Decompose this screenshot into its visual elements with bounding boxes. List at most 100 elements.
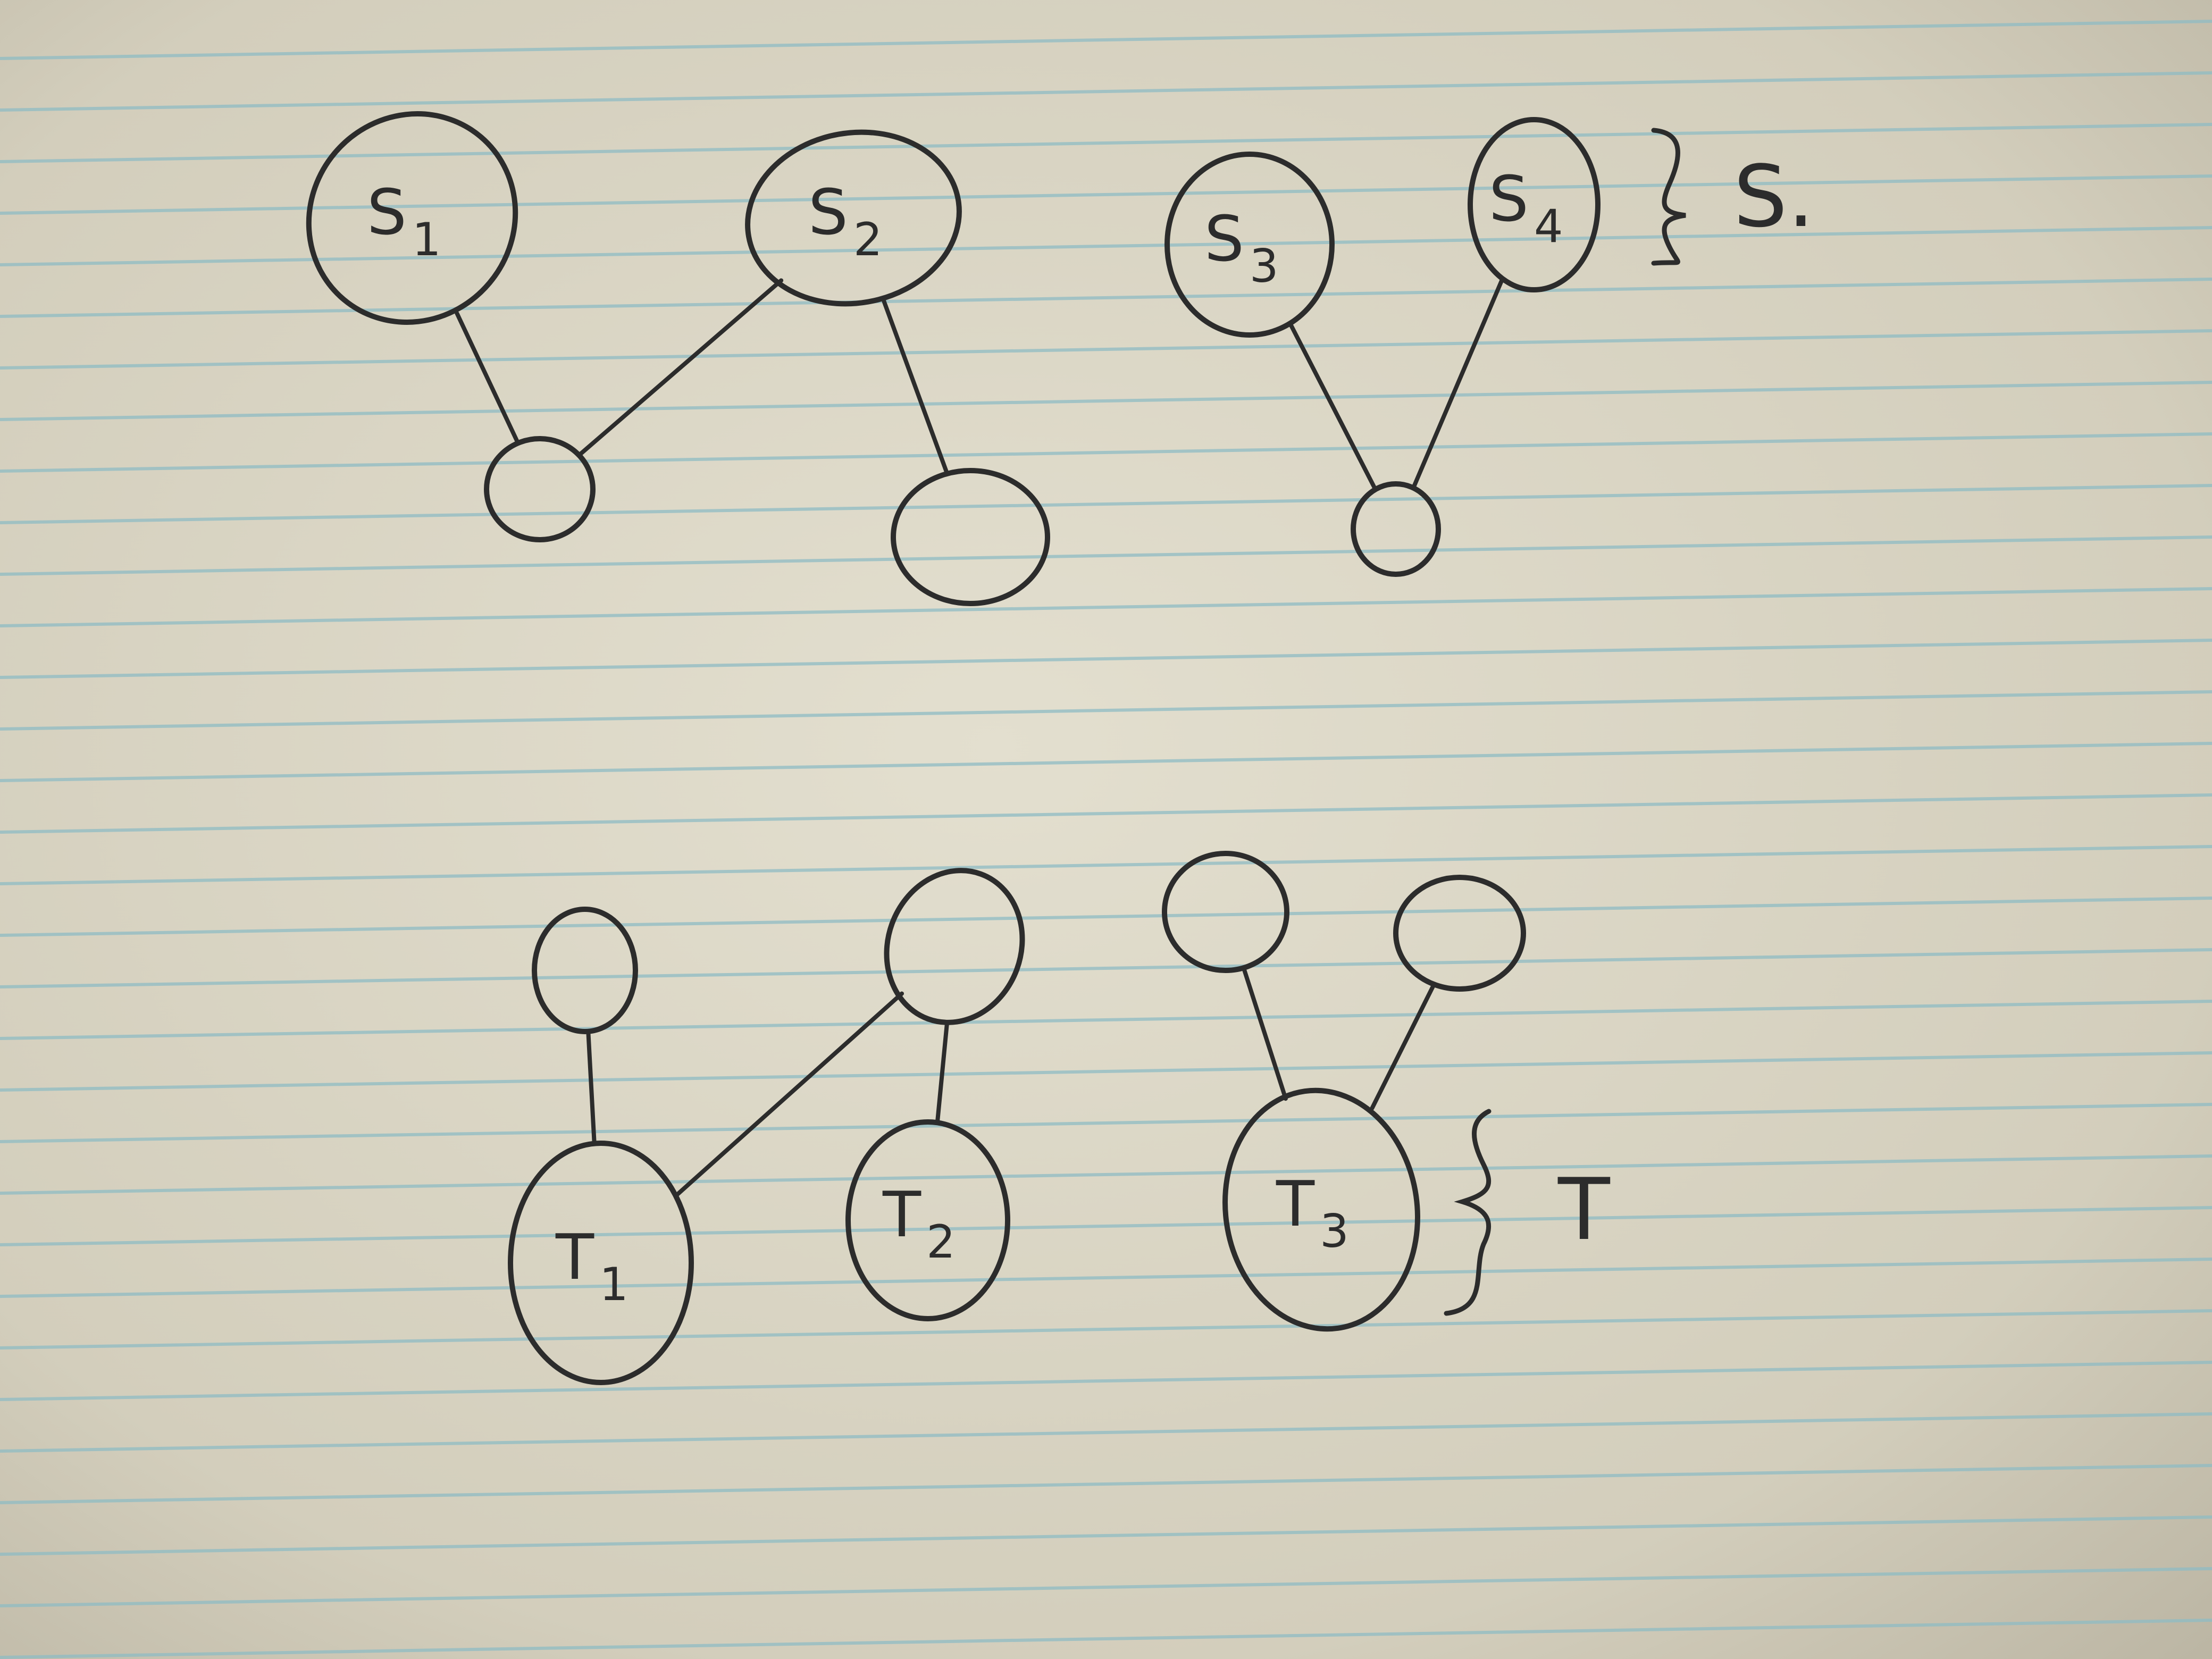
group-brackets: S. T xyxy=(1444,128,1814,1316)
edge-s1-a1 xyxy=(455,311,521,446)
node-circle xyxy=(532,907,638,1034)
rule-line xyxy=(0,1154,2212,1195)
node-circle xyxy=(306,111,518,325)
rule-line xyxy=(0,1000,2212,1040)
node-subscript: 3 xyxy=(1320,1205,1349,1258)
rule-line xyxy=(0,1412,2212,1453)
rule-line xyxy=(0,329,2212,370)
brace-t xyxy=(1444,1109,1492,1316)
rule-line xyxy=(0,1464,2212,1504)
node-circle xyxy=(745,129,962,307)
brace-s xyxy=(1651,128,1686,266)
rule-line xyxy=(0,742,2212,782)
rule-line xyxy=(0,278,2212,318)
rule-line xyxy=(0,639,2212,679)
ruled-lines xyxy=(0,20,2212,1659)
rule-line xyxy=(0,71,2212,112)
rule-line xyxy=(0,123,2212,163)
node-circle xyxy=(845,1119,1010,1321)
rule-line xyxy=(0,1103,2212,1143)
rule-line xyxy=(0,1309,2212,1350)
node-b1 xyxy=(532,907,638,1034)
node-letter: S xyxy=(808,175,848,249)
rule-line xyxy=(0,845,2212,885)
rule-line xyxy=(0,20,2212,60)
node-subscript: 2 xyxy=(853,213,883,266)
node-subscript: 3 xyxy=(1250,240,1279,293)
rule-line xyxy=(0,1567,2212,1607)
node-b2 xyxy=(884,868,1025,1025)
rule-line xyxy=(0,690,2212,731)
edge-b2-t1 xyxy=(673,991,904,1198)
node-b3 xyxy=(1162,851,1289,973)
rule-line xyxy=(0,1619,2212,1659)
node-letter: S xyxy=(1204,202,1244,275)
node-circle xyxy=(1162,851,1289,973)
edge-s4-a3 xyxy=(1411,276,1505,490)
edge-s2-a1 xyxy=(576,278,784,458)
node-circle xyxy=(1393,875,1526,992)
rule-line xyxy=(0,535,2212,576)
node-a1 xyxy=(484,436,596,542)
rule-line xyxy=(0,1206,2212,1246)
node-circle xyxy=(484,436,596,542)
rule-line xyxy=(0,1515,2212,1556)
rule-line xyxy=(0,1258,2212,1298)
node-circle xyxy=(1222,1087,1420,1332)
node-letter: T xyxy=(882,1178,921,1251)
rule-line xyxy=(0,1051,2212,1092)
node-circle xyxy=(508,1141,694,1385)
node-a2 xyxy=(891,468,1050,606)
node-b4 xyxy=(1393,875,1526,992)
edges xyxy=(455,276,1505,1198)
edge-b4-t3 xyxy=(1370,982,1436,1111)
edge-b3-t3 xyxy=(1241,966,1288,1101)
node-subscript: 1 xyxy=(599,1258,629,1311)
node-circle xyxy=(1351,481,1441,577)
rule-line xyxy=(0,174,2212,215)
node-subscript: 2 xyxy=(926,1216,956,1269)
edge-s2-a2 xyxy=(881,297,950,476)
node-letter: T xyxy=(555,1220,594,1294)
node-subscript: 1 xyxy=(412,213,441,266)
rule-line xyxy=(0,896,2212,937)
node-a3 xyxy=(1351,481,1441,577)
edge-b1-t1 xyxy=(586,1029,597,1146)
rule-line xyxy=(0,432,2212,473)
rule-line xyxy=(0,226,2212,266)
group-label-s: S. xyxy=(1733,147,1814,246)
node-letter: S xyxy=(1489,162,1529,236)
node-subscript: 4 xyxy=(1534,200,1563,253)
rule-line xyxy=(0,587,2212,627)
nodes: S 1 S 2 S 3S 4T 1T 2T 3 xyxy=(306,111,1601,1385)
node-circle xyxy=(884,868,1025,1025)
rule-line xyxy=(0,1361,2212,1401)
rule-line xyxy=(0,948,2212,988)
rule-line xyxy=(0,484,2212,524)
edge-b2-t2 xyxy=(935,1021,950,1125)
group-label-t: T xyxy=(1557,1160,1611,1259)
node-letter: T xyxy=(1276,1167,1315,1241)
node-circle xyxy=(1468,117,1601,292)
node-letter: S xyxy=(367,175,407,249)
edge-s3-a3 xyxy=(1288,321,1378,492)
node-circle xyxy=(1164,152,1335,338)
node-circle xyxy=(891,468,1050,606)
rule-line xyxy=(0,793,2212,834)
